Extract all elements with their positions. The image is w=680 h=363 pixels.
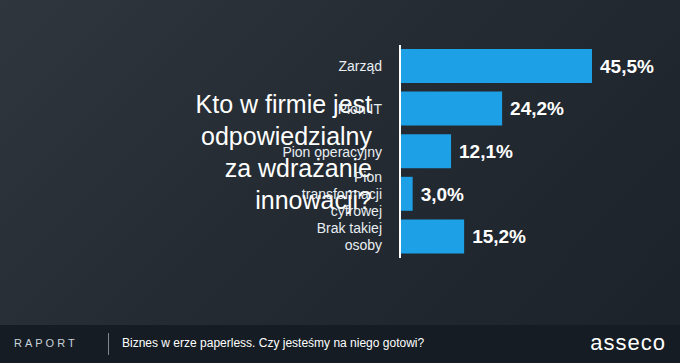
svg-text:Zarząd: Zarząd — [338, 58, 382, 74]
svg-text:12,1%: 12,1% — [459, 141, 513, 162]
svg-text:45,5%: 45,5% — [600, 56, 654, 77]
svg-text:24,2%: 24,2% — [510, 98, 564, 119]
svg-text:Pion operacyjny: Pion operacyjny — [282, 144, 382, 160]
svg-text:Pion IT: Pion IT — [338, 101, 383, 117]
svg-text:Brak takiejosoby: Brak takiejosoby — [317, 220, 382, 253]
svg-text:15,2%: 15,2% — [472, 226, 526, 247]
svg-text:3,0%: 3,0% — [421, 184, 464, 205]
svg-text:Piontransformacjicyfrowej: Piontransformacjicyfrowej — [302, 169, 382, 219]
